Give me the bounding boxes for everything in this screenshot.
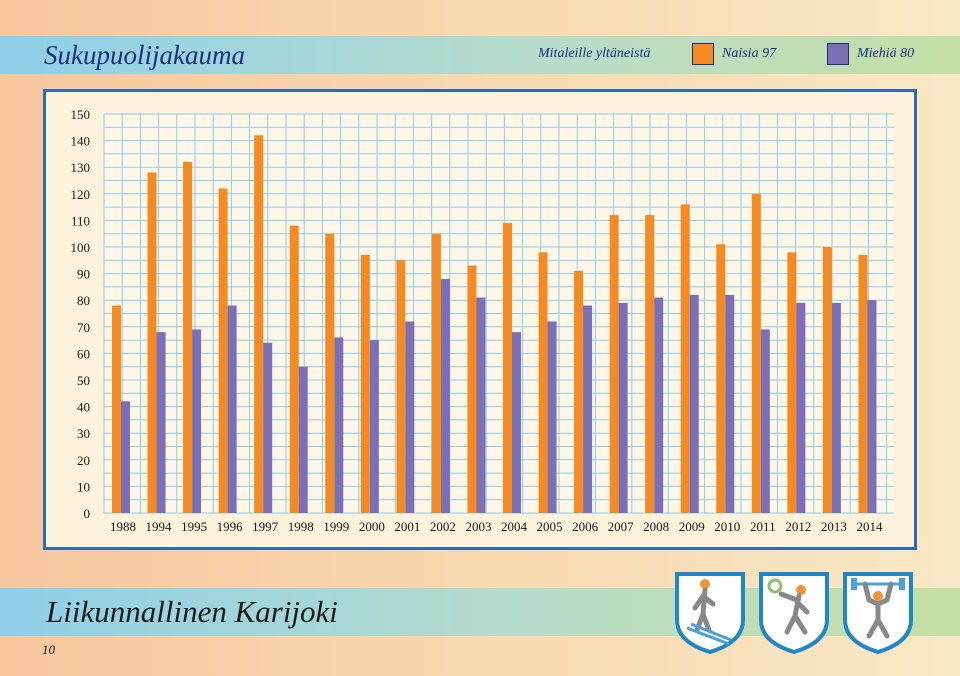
x-tick-label: 2000 xyxy=(359,519,385,534)
bar-men xyxy=(867,300,877,513)
y-tick-label: 130 xyxy=(71,160,91,175)
bar-women xyxy=(751,193,761,514)
y-tick-label: 140 xyxy=(71,134,91,149)
bar-men xyxy=(512,332,521,513)
footer-title: Liikunnallinen Karijoki xyxy=(46,594,338,629)
x-tick-label: 2006 xyxy=(572,519,599,534)
header-band xyxy=(0,36,960,74)
y-tick-label: 30 xyxy=(77,426,90,441)
bar-women xyxy=(609,215,619,513)
bar-men xyxy=(121,401,130,513)
bar-men xyxy=(725,294,735,513)
x-tick-label: 2011 xyxy=(750,519,776,534)
bar-women xyxy=(467,265,477,513)
bar-men xyxy=(547,321,557,513)
bar-women xyxy=(360,254,370,514)
bar-women xyxy=(183,161,193,513)
y-tick-label: 60 xyxy=(77,346,90,361)
bar-men xyxy=(298,366,308,513)
bar-women xyxy=(822,247,832,513)
legend-label-women: Naisia 97 xyxy=(722,46,777,61)
bar-men xyxy=(192,329,202,513)
x-tick-label: 1995 xyxy=(181,519,207,534)
legend-item-men: Miehiä 80 xyxy=(827,43,914,65)
x-tick-label: 1994 xyxy=(146,519,173,534)
bar-women xyxy=(645,215,655,513)
y-tick-label: 50 xyxy=(77,373,90,388)
bar-women xyxy=(289,225,299,513)
bar-women xyxy=(716,244,726,513)
page-title: Sukupuolijakauma xyxy=(44,40,245,70)
bar-women xyxy=(538,252,548,513)
x-tick-label: 2003 xyxy=(465,519,491,534)
legend-label-men: Miehiä 80 xyxy=(857,46,915,61)
x-tick-label: 1999 xyxy=(323,519,349,534)
bar-men xyxy=(583,305,593,513)
skier-icon xyxy=(675,572,745,654)
bar-men xyxy=(263,342,273,513)
y-tick-label: 120 xyxy=(71,187,91,202)
y-tick-label: 80 xyxy=(77,293,90,308)
bar-women xyxy=(574,270,584,513)
legend-swatch-women xyxy=(692,43,714,65)
bar-women xyxy=(503,223,512,513)
bar-men xyxy=(760,329,770,513)
bar-men xyxy=(227,305,237,513)
chart-frame: 0 10 20 30 40 50 60 70 80 90 100 110 120 130 140 150 198… xyxy=(43,89,917,550)
bar-women xyxy=(858,254,868,514)
bar-men xyxy=(476,297,486,513)
y-tick-label: 150 xyxy=(71,107,91,122)
legend-caption: Mitaleille yltäneistä xyxy=(538,46,651,61)
bar-women xyxy=(325,233,335,513)
legend-swatch-men xyxy=(827,43,849,65)
y-tick-label: 0 xyxy=(84,506,91,521)
bar-men xyxy=(689,294,699,513)
x-tick-label: 2001 xyxy=(394,519,420,534)
bar-men xyxy=(369,340,379,513)
x-tick-label: 2008 xyxy=(643,519,669,534)
x-tick-label: 2009 xyxy=(679,519,705,534)
bar-women xyxy=(680,204,690,513)
bar-men xyxy=(334,337,344,513)
bar-chart: 0 10 20 30 40 50 60 70 80 90 100 110 120 130 140 150 198… xyxy=(71,107,894,534)
x-tick-label: 1988 xyxy=(110,519,136,534)
y-tick-label: 100 xyxy=(71,240,91,255)
y-tick-label: 10 xyxy=(77,479,90,494)
bar-men xyxy=(440,278,450,513)
bar-women xyxy=(112,305,121,513)
x-tick-label: 2007 xyxy=(608,519,635,534)
bar-men xyxy=(156,332,166,513)
x-tick-label: 2012 xyxy=(785,519,811,534)
x-tick-label: 2002 xyxy=(430,519,456,534)
x-tick-label: 2013 xyxy=(821,519,847,534)
y-tick-label: 90 xyxy=(77,267,90,282)
bar-men xyxy=(405,321,415,513)
bar-women xyxy=(218,188,228,513)
bar-women xyxy=(787,252,797,513)
y-tick-label: 40 xyxy=(77,400,90,415)
x-tick-label: 2014 xyxy=(856,519,883,534)
bar-men xyxy=(796,302,806,513)
bar-women xyxy=(254,135,264,513)
x-tick-label: 1998 xyxy=(288,519,314,534)
bar-women xyxy=(431,233,441,513)
tennis-player-icon xyxy=(759,572,829,654)
y-tick-label: 70 xyxy=(77,320,90,335)
bar-women xyxy=(147,172,157,513)
bar-women xyxy=(396,260,406,513)
legend-item-women: Naisia 97 xyxy=(692,43,776,65)
page-number: 10 xyxy=(42,642,55,657)
x-tick-label: 2005 xyxy=(537,519,563,534)
x-tick-label: 2010 xyxy=(714,519,740,534)
bar-men xyxy=(654,297,664,513)
y-tick-label: 110 xyxy=(71,213,90,228)
x-tick-label: 2004 xyxy=(501,519,528,534)
y-tick-label: 20 xyxy=(77,453,90,468)
bar-men xyxy=(618,302,628,513)
weightlifter-icon xyxy=(843,572,913,654)
bar-men xyxy=(831,302,841,513)
x-tick-label: 1996 xyxy=(217,519,244,534)
x-tick-label: 1997 xyxy=(252,519,279,534)
